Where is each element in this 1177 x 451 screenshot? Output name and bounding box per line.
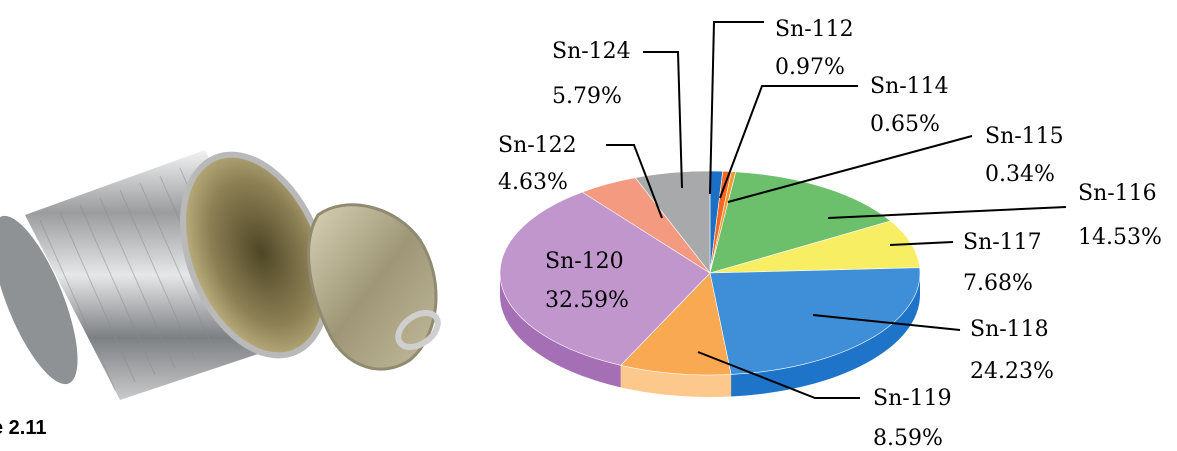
- slice-label-sn-118: Sn-118: [970, 317, 1049, 342]
- pull-tab-ring: [395, 309, 441, 351]
- slice-value-sn-119: 8.59%: [873, 426, 943, 451]
- slice-value-sn-118: 24.23%: [970, 359, 1054, 384]
- pie-side-sn-119: [620, 365, 732, 398]
- slice-value-sn-122: 4.63%: [498, 170, 568, 195]
- pie-slice-sn-120: [499, 191, 711, 366]
- tin-can-photo: [0, 150, 441, 400]
- callout-line-sn-116: [827, 206, 1067, 219]
- slice-label-sn-120: Sn-120: [545, 249, 624, 274]
- slice-label-sn-114: Sn-114: [870, 74, 949, 99]
- callout-line-sn-124: [643, 51, 683, 189]
- slice-label-sn-115: Sn-115: [985, 124, 1064, 149]
- slice-label-sn-122: Sn-122: [498, 133, 577, 158]
- callout-line-sn-114: [719, 85, 858, 199]
- slice-value-sn-116: 14.53%: [1078, 225, 1162, 250]
- slice-label-sn-117: Sn-117: [963, 230, 1042, 255]
- pie-slice-sn-118: [709, 267, 921, 375]
- slice-label-sn-124: Sn-124: [552, 39, 631, 64]
- isotope-pie-chart: Sn-112 0.97% Sn-114 0.65% Sn-115 0.34% Sn-116 1…: [498, 17, 1162, 451]
- slice-value-sn-114: 0.65%: [870, 112, 940, 137]
- callout-line-sn-119: [697, 351, 860, 399]
- slice-value-sn-115: 0.34%: [985, 162, 1055, 187]
- slice-labels: Sn-112 0.97% Sn-114 0.65% Sn-115 0.34% Sn-116 1…: [498, 17, 1162, 451]
- slice-label-sn-112: Sn-112: [775, 17, 854, 42]
- slice-value-sn-124: 5.79%: [552, 84, 622, 109]
- callout-line-sn-115: [727, 135, 973, 203]
- pie-side-walls: [500, 273, 920, 398]
- slice-value-sn-117: 7.68%: [963, 271, 1033, 296]
- pie-side-sn-120: [500, 273, 621, 388]
- slice-label-sn-119: Sn-119: [873, 386, 952, 411]
- callout-line-sn-118: [812, 314, 961, 331]
- pie-side-sn-118: [731, 273, 920, 397]
- callout-line-sn-117: [889, 241, 954, 246]
- pie-slice-sn-119: [620, 272, 732, 376]
- slice-label-sn-116: Sn-116: [1078, 181, 1157, 206]
- callout-line-sn-122: [606, 144, 663, 219]
- figure-caption: e 2.11: [0, 417, 47, 439]
- slice-value-sn-120: 32.59%: [545, 288, 629, 313]
- slice-value-sn-112: 0.97%: [775, 55, 845, 80]
- callout-line-sn-112: [709, 21, 764, 195]
